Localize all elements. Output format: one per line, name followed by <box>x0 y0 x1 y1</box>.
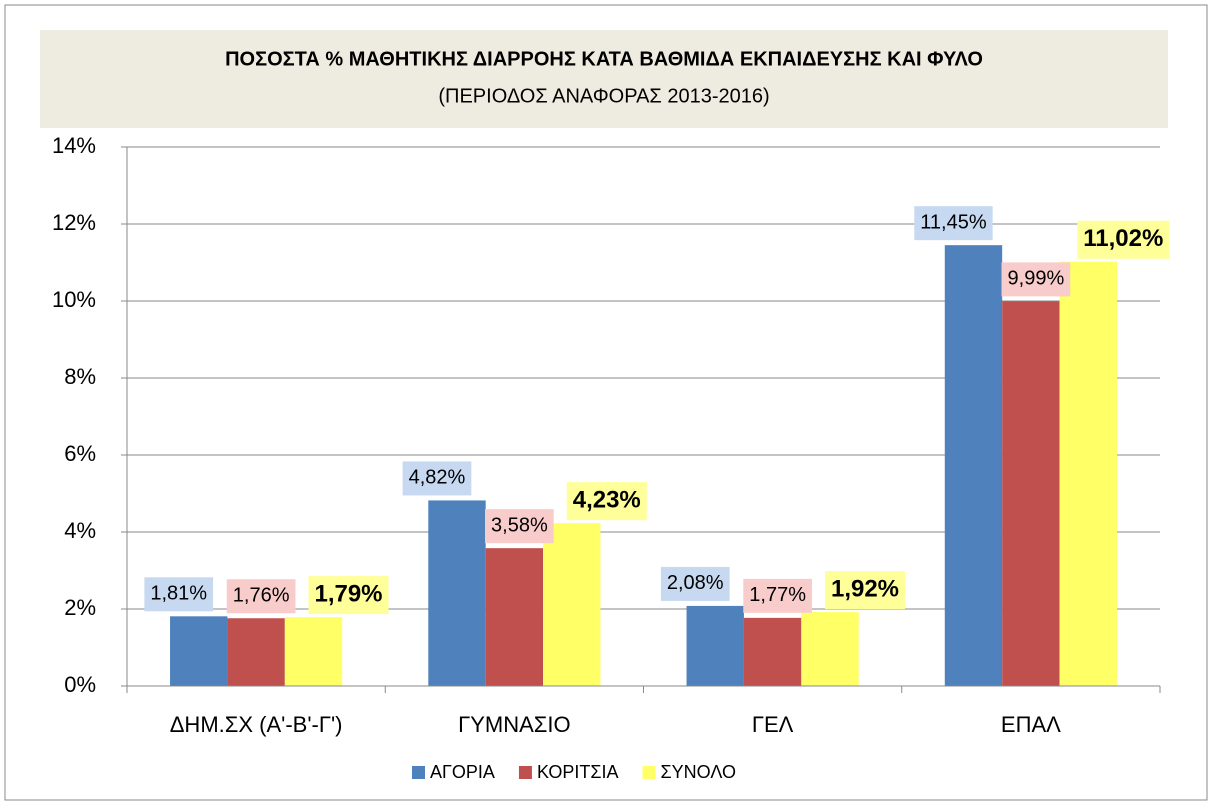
legend-swatch <box>518 766 532 779</box>
value-label-box <box>914 206 993 241</box>
legend-label: ΑΓΟΡΙΑ <box>430 762 495 782</box>
value-label-box <box>660 566 730 601</box>
value-label: 3,58% <box>491 514 548 536</box>
y-tick-label: 10% <box>52 287 96 312</box>
bar <box>944 245 1003 687</box>
y-tick-label: 8% <box>64 364 96 389</box>
legend-swatch <box>412 766 425 779</box>
value-label-box <box>743 578 812 613</box>
y-tick-label: 0% <box>64 672 96 697</box>
y-tick-label: 6% <box>64 441 96 466</box>
bar <box>485 548 544 686</box>
bar <box>686 605 744 686</box>
value-label: 11,45% <box>920 211 987 233</box>
value-label: 1,76% <box>233 585 290 607</box>
bar <box>743 617 802 686</box>
value-label-box <box>402 461 472 496</box>
value-label: 11,02% <box>1083 225 1163 252</box>
legend-label: ΣΥΝΟΛΟ <box>661 762 736 782</box>
legend-label: ΚΟΡΙΤΣΙΑ <box>537 762 619 782</box>
value-label-box <box>485 509 554 544</box>
value-label: 1,81% <box>150 583 207 605</box>
y-tick-label: 14% <box>52 133 96 158</box>
value-label-box <box>144 577 214 612</box>
value-label: 9,99% <box>1008 268 1065 290</box>
value-label-box <box>566 482 647 521</box>
bar <box>227 618 285 686</box>
x-tick-label: ΔΗΜ.ΣΧ (Α'-Β'-Γ') <box>170 712 343 737</box>
value-label-box <box>1077 220 1170 259</box>
y-tick-label: 2% <box>64 595 96 620</box>
value-label-box <box>308 576 389 615</box>
bar <box>428 500 486 686</box>
x-tick-label: ΓΥΜΝΑΣΙΟ <box>458 712 571 737</box>
title-band <box>40 30 1168 128</box>
value-label-box <box>1001 262 1071 297</box>
bar <box>284 617 343 686</box>
value-label-box <box>226 579 296 614</box>
chart-title: ΠΟΣΟΣΤΑ % ΜΑΘΗΤΙΚΗΣ ΔΙΑΡΡΟΗΣ ΚΑΤΑ ΒΑΘΜΙΔ… <box>225 48 983 70</box>
bar <box>1002 301 1060 686</box>
x-tick-label: ΕΠΑΛ <box>1001 712 1061 737</box>
value-label: 1,77% <box>749 584 806 606</box>
bar <box>801 612 859 686</box>
x-tick-label: ΓΕΛ <box>752 712 794 737</box>
bar <box>543 523 601 686</box>
bar <box>170 616 228 686</box>
legend-swatch <box>642 766 656 779</box>
value-label: 4,23% <box>573 486 641 513</box>
y-tick-label: 4% <box>64 518 96 543</box>
value-label: 2,08% <box>667 572 724 594</box>
value-label: 1,92% <box>831 575 899 602</box>
value-label-box <box>824 571 906 610</box>
y-tick-label: 12% <box>52 210 96 235</box>
bar <box>1059 261 1117 686</box>
value-label: 4,82% <box>409 467 466 489</box>
chart-subtitle: (ΠΕΡΙΟΔΟΣ ΑΝΑΦΟΡΑΣ 2013-2016) <box>438 85 769 107</box>
value-label: 1,79% <box>314 580 382 607</box>
